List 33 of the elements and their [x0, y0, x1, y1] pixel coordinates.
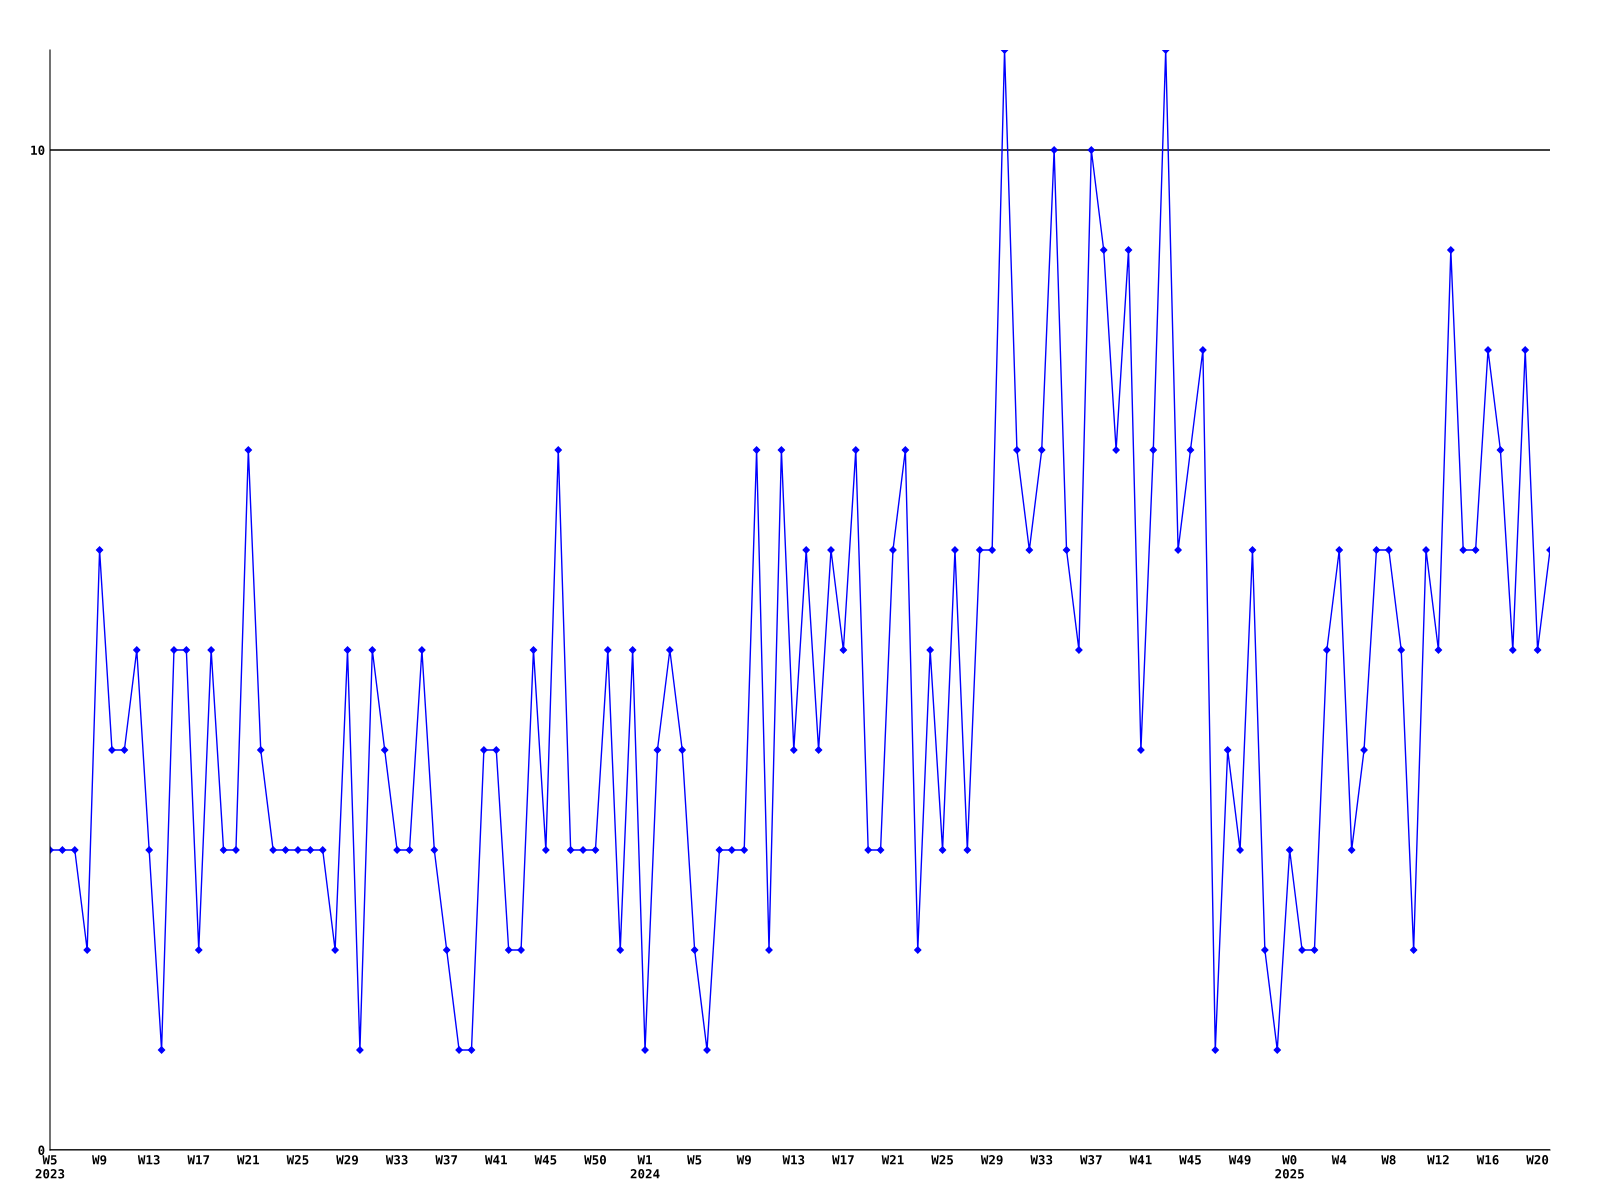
- x-tick-label: W0 2025: [1275, 1155, 1304, 1179]
- x-tick-label: W9: [92, 1155, 107, 1165]
- y-tick-label: 0: [38, 1145, 45, 1155]
- x-tick-label: W41: [484, 1155, 507, 1165]
- x-tick-label: W37: [435, 1155, 458, 1165]
- x-tick-label: W5 2023: [35, 1155, 65, 1179]
- x-tick-label: W50: [584, 1155, 606, 1165]
- x-tick-label: W13: [137, 1155, 160, 1165]
- x-tick-label: W21: [237, 1155, 260, 1165]
- x-tick-label: W33: [385, 1155, 408, 1165]
- x-tick-label: W25: [931, 1155, 953, 1165]
- x-tick-label: W13: [782, 1155, 805, 1165]
- x-tick-label: W29: [980, 1155, 1003, 1165]
- x-tick-label: W45: [534, 1155, 557, 1165]
- x-tick-label: W16: [1476, 1155, 1499, 1165]
- x-tick-label: W21: [881, 1155, 904, 1165]
- x-tick-label: W12: [1427, 1155, 1449, 1165]
- x-tick-label: W45: [1179, 1155, 1201, 1165]
- x-tick-label: W5: [687, 1155, 702, 1165]
- y-tick-label: 10: [31, 145, 45, 155]
- x-tick-label: W49: [1228, 1155, 1251, 1165]
- x-tick-label: W33: [1030, 1155, 1053, 1165]
- x-tick-label: W41: [1129, 1155, 1152, 1165]
- x-tick-label: W20: [1526, 1155, 1549, 1165]
- x-tick-label: W17: [187, 1155, 210, 1165]
- x-tick-label: W1 2024: [630, 1155, 660, 1179]
- x-tick-label: W8: [1381, 1155, 1396, 1165]
- x-tick-label: W17: [832, 1155, 854, 1165]
- x-tick-label: W25: [286, 1155, 309, 1165]
- x-tick-label: W37: [1080, 1155, 1102, 1165]
- x-tick-label: W9: [736, 1155, 751, 1165]
- x-tick-label: W4: [1331, 1155, 1347, 1165]
- x-tick-label: W29: [336, 1155, 359, 1165]
